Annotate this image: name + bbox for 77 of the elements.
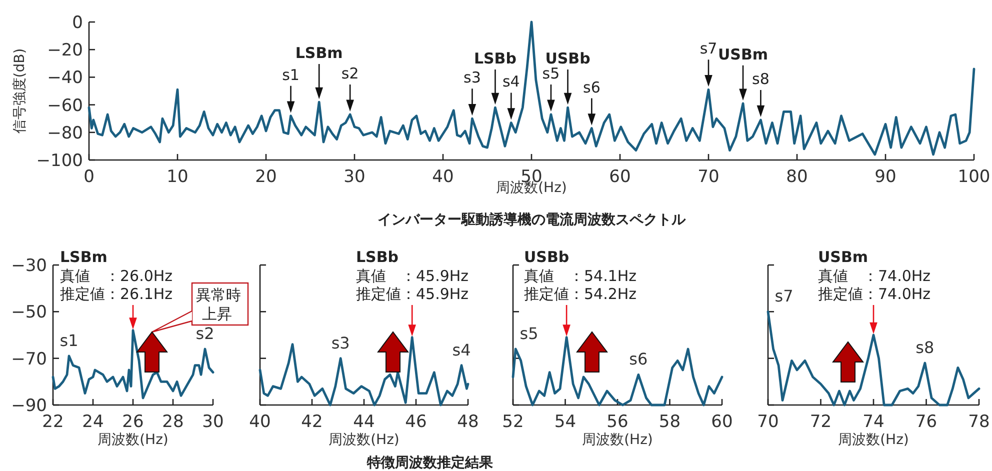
annotation: 真値 ：74.0Hz: [818, 267, 931, 285]
y-tick-label: −100: [36, 151, 83, 171]
x-tick-label: 74: [862, 412, 884, 432]
y-axis-title: 信号強度(dB): [12, 48, 28, 134]
x-tick-label: 46: [405, 412, 427, 432]
x-tick-label: 60: [609, 167, 631, 187]
annotation: s5: [520, 324, 538, 343]
x-tick-label: 70: [698, 167, 720, 187]
annotation: s2: [196, 324, 214, 343]
annotation: s3: [331, 333, 350, 352]
x-tick-label: 30: [344, 167, 366, 187]
x-tick-label: 70: [757, 412, 779, 432]
annotation: 真値 ：54.1Hz: [524, 267, 637, 285]
x-tick-label: 40: [432, 167, 454, 187]
annotation: USBm: [718, 45, 768, 64]
chart-title: LSBb: [356, 248, 399, 266]
x-tick-label: 78: [968, 412, 990, 432]
x-tick-label: 54: [554, 412, 576, 432]
chart-title: LSBm: [60, 248, 108, 266]
annotation: 推定値：54.2Hz: [524, 285, 637, 303]
annotation: s6: [629, 350, 648, 369]
y-tick-label: −50: [11, 302, 47, 323]
x-tick-label: 100: [958, 167, 990, 187]
x-tick-label: 10: [166, 167, 188, 187]
y-tick-label: −40: [47, 68, 83, 88]
x-tick-label: 26: [122, 412, 144, 432]
y-tick-label: 0: [72, 13, 83, 33]
x-axis-title: 周波数(Hz): [582, 432, 653, 448]
annotation: s3: [464, 68, 481, 87]
x-tick-label: 48: [457, 412, 479, 432]
annotation: s1: [60, 331, 78, 350]
text: 特徴周波数推定結果: [366, 454, 494, 471]
x-tick-label: 42: [301, 412, 323, 432]
annotation: 真値 ：26.0Hz: [60, 267, 173, 285]
x-tick-label: 80: [786, 167, 808, 187]
annotation: 異常時上昇: [196, 286, 241, 323]
y-tick-label: −80: [47, 123, 83, 144]
line-series: [52, 329, 214, 400]
chart-title: USBm: [818, 248, 868, 266]
line-series: [88, 20, 976, 156]
x-axis-title: 周波数(Hz): [838, 432, 909, 448]
y-tick-label: −60: [47, 96, 83, 116]
x-axis-title: 周波数(Hz): [328, 432, 400, 448]
x-tick-label: 30: [202, 412, 224, 432]
x-tick-label: 40: [249, 412, 271, 432]
annotation: s6: [583, 78, 600, 96]
text: インバーター駆動誘導機の電流周波数スペクトル: [378, 211, 686, 228]
x-tick-label: 90: [874, 167, 896, 187]
annotation: LSBm: [295, 44, 343, 62]
annotation: s8: [916, 338, 934, 357]
annotation: s4: [452, 340, 471, 360]
x-tick-label: 44: [353, 412, 375, 432]
y-tick-label: −70: [11, 349, 47, 370]
annotation: 真値 ：45.9Hz: [356, 267, 469, 285]
x-tick-label: 56: [606, 412, 628, 432]
chart-title: USBb: [524, 248, 570, 266]
y-tick-label: −20: [47, 40, 83, 61]
x-tick-label: 58: [658, 412, 681, 432]
x-tick-label: 76: [915, 412, 938, 432]
y-tick-label: −30: [11, 256, 47, 276]
x-tick-label: 20: [255, 167, 277, 187]
x-axis-title: 周波数(Hz): [98, 432, 168, 448]
annotation: 推定値：45.9Hz: [356, 285, 469, 303]
annotation: s7: [700, 40, 718, 58]
annotation: s7: [774, 286, 794, 306]
annotation: s1: [282, 66, 300, 84]
annotation: 推定値：26.1Hz: [60, 285, 173, 303]
annotation: s4: [502, 72, 520, 91]
x-tick-label: 28: [162, 412, 184, 432]
annotation: LSBb: [474, 50, 517, 68]
annotation: s8: [752, 70, 770, 88]
x-tick-label: 60: [711, 412, 733, 432]
x-tick-label: 52: [502, 412, 524, 432]
x-tick-label: 72: [810, 412, 832, 432]
annotation: 推定値：74.0Hz: [818, 285, 931, 303]
x-tick-label: 24: [82, 412, 104, 432]
annotation: s2: [341, 64, 359, 82]
